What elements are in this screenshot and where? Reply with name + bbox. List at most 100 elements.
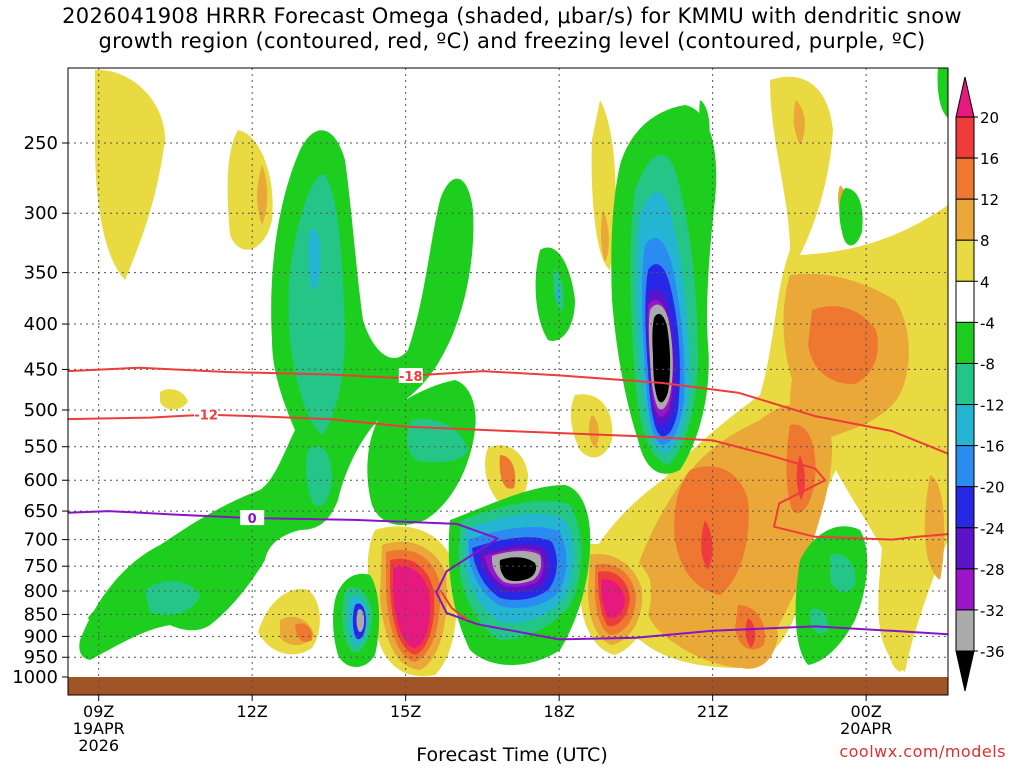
omega-area: [674, 466, 749, 595]
x-tick-label: 20APR: [840, 719, 892, 738]
contour-line: [68, 413, 948, 541]
plot-frame: [67, 67, 949, 696]
y-tick-label: 950: [24, 647, 58, 668]
colorbar-label: 12: [980, 191, 999, 209]
omega-area: [95, 69, 165, 280]
y-tick-label: 1000: [12, 667, 58, 688]
colorbar-swatch: [955, 404, 975, 447]
colorbar-label: -28: [980, 561, 1005, 579]
contour-label: 0: [248, 512, 257, 527]
omega-area: [600, 210, 609, 262]
omega-area: [356, 609, 365, 632]
colorbar-swatch: [955, 362, 975, 406]
colorbar-swatch: [955, 609, 975, 652]
colorbar-label: -20: [980, 479, 1005, 497]
y-tick-label: 900: [24, 626, 58, 647]
colorbar: 20 16 12 8 4 -4 -8 -12 -16 -20 -24 -28 -32 -36: [955, 76, 1005, 692]
y-tick-label: 300: [24, 203, 58, 224]
x-tick-label: 00Z: [850, 702, 881, 721]
colorbar-swatch: [955, 321, 975, 364]
source-credit: coolwx.com/models: [839, 742, 1006, 761]
omega-area: [830, 554, 856, 592]
omega-area: [88, 602, 128, 631]
omega-area: [937, 68, 948, 118]
omega-area: [808, 306, 878, 385]
ground-surface: [68, 677, 948, 695]
omega-area: [745, 618, 756, 648]
y-tick-label: 400: [24, 314, 58, 335]
y-tick-label: 500: [24, 400, 58, 421]
contour-label: -12: [194, 409, 218, 424]
omega-area: [499, 557, 537, 582]
chart-title: 2026041908 HRRR Forecast Omega (shaded, …: [0, 4, 1024, 54]
x-tick-label: 21Z: [697, 702, 728, 721]
colorbar-label: -12: [980, 397, 1005, 415]
omega-area: [601, 579, 625, 618]
omega-area: [652, 313, 671, 403]
y-axis: 2503003504004505005506006507007508008509…: [12, 133, 68, 688]
y-tick-label: 250: [24, 133, 58, 154]
x-tick-label: 18Z: [543, 702, 574, 721]
contour-label-bg: [194, 406, 219, 422]
colorbar-swatch: [955, 157, 975, 200]
y-tick-label: 650: [24, 501, 58, 522]
colorbar-label: -8: [980, 355, 995, 373]
y-tick-label: 750: [24, 556, 58, 577]
x-axis-label: Forecast Time (UTC): [416, 744, 608, 766]
omega-area: [308, 229, 321, 290]
colorbar-swatch: [955, 568, 975, 611]
colorbar-swatch: [955, 527, 975, 570]
title-line-2: growth region (contoured, red, ºC) and f…: [98, 29, 926, 53]
colorbar-swatch: [955, 116, 975, 159]
omega-area: [407, 419, 468, 463]
colorbar-label: -24: [980, 520, 1005, 538]
omega-area: [306, 446, 332, 507]
omega-area: [839, 188, 863, 246]
contour-label: -18: [399, 370, 423, 385]
colorbar-swatch: [955, 445, 975, 488]
x-tick-label: 09Z: [83, 702, 114, 721]
y-tick-label: 850: [24, 604, 58, 625]
y-tick-label: 800: [24, 581, 58, 602]
contour-label-bg: [398, 367, 423, 383]
colorbar-label: -16: [980, 438, 1005, 456]
y-tick-label: 450: [24, 359, 58, 380]
colorbar-swatch: [955, 198, 975, 241]
omega-area: [796, 455, 806, 500]
colorbar-cap-top: [955, 76, 975, 118]
title-line-1: 2026041908 HRRR Forecast Omega (shaded, …: [62, 4, 962, 28]
colorbar-label: -36: [980, 643, 1005, 661]
omega-area: [145, 580, 200, 616]
omega-area: [393, 566, 431, 648]
omega-area: [699, 100, 710, 145]
contour-label-bg: [240, 510, 265, 526]
colorbar-swatch: [955, 280, 975, 323]
omega-area: [295, 623, 313, 642]
y-tick-label: 550: [24, 437, 58, 458]
contour-line: [440, 591, 468, 621]
contour-labels: -18 -12 0: [194, 367, 423, 527]
omega-shading: [79, 68, 948, 677]
y-tick-label: 350: [24, 263, 58, 284]
omega-area: [499, 455, 516, 489]
omega-area: [160, 389, 188, 410]
contour-line: [68, 366, 948, 455]
omega-area: [924, 475, 945, 580]
omega-area: [701, 520, 713, 570]
contours: [68, 366, 948, 641]
omega-area: [793, 100, 805, 145]
colorbar-label: 8: [980, 232, 990, 250]
colorbar-swatch: [955, 486, 975, 529]
colorbar-label: 4: [980, 273, 990, 291]
omega-area: [588, 415, 599, 448]
x-tick-label: 15Z: [390, 702, 421, 721]
colorbar-label: 16: [980, 150, 999, 168]
x-tick-label: 12Z: [237, 702, 268, 721]
omega-area: [257, 165, 268, 225]
x-tick-label: 2026: [78, 736, 119, 755]
omega-area: [555, 285, 560, 305]
contour-line: [68, 510, 948, 641]
x-tick-label: 19APR: [73, 719, 125, 738]
